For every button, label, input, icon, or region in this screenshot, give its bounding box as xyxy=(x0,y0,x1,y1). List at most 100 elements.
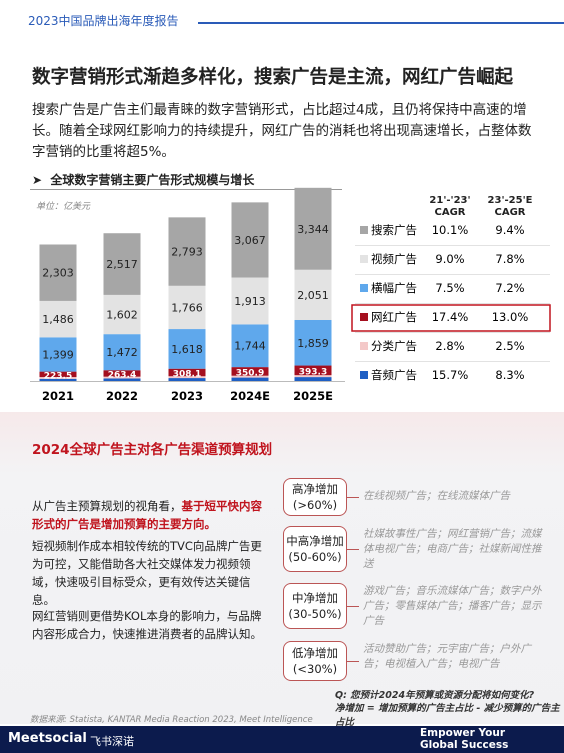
cagr-value: 10.1% xyxy=(432,223,469,237)
value-label: 2,303 xyxy=(42,267,74,280)
bar-segment xyxy=(231,377,269,381)
bar-segment xyxy=(168,217,206,286)
value-label: 1,486 xyxy=(42,313,74,326)
chart: 2021 223.5 1,399 1,486 2,303 2022 263.4 1,472 1,… xyxy=(30,187,551,403)
cagr-value: 8.3% xyxy=(495,368,524,382)
bar-segment xyxy=(168,378,206,381)
bar-segment xyxy=(294,365,332,376)
value-label: 223.5 xyxy=(44,371,72,381)
cagr-value: 15.7% xyxy=(432,368,469,382)
bar-segment xyxy=(39,244,77,301)
bar-segment xyxy=(294,319,332,366)
level-channels: 社媒故事性广告；网红营销广告；流媒体电视广告；电商广告；社媒新闻性推送 xyxy=(363,528,542,570)
paragraph: 从广告主预算规划的视角看，基于短平快内容形式的广告是增加预算的主要方向。 xyxy=(32,497,272,533)
cagr-value: 7.8% xyxy=(495,252,524,266)
level-channels: 游戏广告；音乐流媒体广告；数字户外广告；零售媒体广告；播客广告；显示广告 xyxy=(363,585,542,627)
cagr-value: 2.5% xyxy=(495,339,524,353)
value-label: 1,913 xyxy=(234,295,266,308)
cagr-header: 21'-'23' CAGR xyxy=(429,195,471,218)
value-label: 308.1 xyxy=(173,369,201,379)
bar-segment xyxy=(168,368,206,377)
value-label: 1,618 xyxy=(171,343,203,356)
connector xyxy=(347,661,359,662)
slogan-line: Global Success xyxy=(420,739,509,751)
value-label: 1,472 xyxy=(106,346,138,359)
connector xyxy=(347,497,359,498)
cagr-header-box: 21'-'23' CAGR xyxy=(429,195,471,218)
chart-title: 全球数字营销主要广告形式规模与增长 xyxy=(50,173,255,187)
bar-segment xyxy=(103,233,141,295)
cagr-value: 7.2% xyxy=(495,281,524,295)
value-label: 1,859 xyxy=(297,337,329,350)
bar-segment xyxy=(294,377,332,381)
bar-segment xyxy=(231,202,269,278)
connector xyxy=(347,549,359,550)
value-label: 1,766 xyxy=(171,301,203,314)
cagr-value: 2.8% xyxy=(435,339,464,353)
bar-segment xyxy=(103,334,141,371)
level-label: 中高净增加 xyxy=(286,534,344,548)
legend-label: 音频广告 xyxy=(371,368,417,382)
x-tick-label: 2024E xyxy=(230,389,270,403)
value-label: 2,793 xyxy=(171,246,203,259)
emphasis: 基于短平快内容形式的广告是增加预算的主要方向。 xyxy=(32,499,262,531)
level-channels: 活动赞助广告；元宇宙广告；户外广告；电视植入广告；电视广告 xyxy=(363,643,531,670)
cagr-header: 23'-25'E CAGR xyxy=(487,195,533,218)
bar-segment xyxy=(39,377,77,379)
bar-segment xyxy=(103,294,141,335)
x-tick-label: 2021 xyxy=(42,389,74,403)
legend-label: 横幅广告 xyxy=(371,281,417,295)
value-label: 393.3 xyxy=(299,367,327,377)
value-label: 350.9 xyxy=(236,368,264,378)
slogan: Empower Your Global Success xyxy=(420,727,508,751)
level-label: 中净增加 xyxy=(292,591,338,605)
legend-swatch xyxy=(360,284,368,292)
legend-label: 网红广告 xyxy=(371,310,417,324)
question: Q: 您预计2024年预算或资源分配将如何变化? xyxy=(335,690,535,701)
legend-swatch xyxy=(360,226,368,234)
value-label: 1,399 xyxy=(42,348,74,361)
bar-segment xyxy=(168,285,206,330)
footer xyxy=(0,726,564,753)
bar-segment xyxy=(231,324,269,368)
legend-swatch xyxy=(360,371,368,379)
connector xyxy=(347,606,359,607)
bar-segment xyxy=(39,337,77,372)
definition: 净增加 = 增加预算的广告主占比 - 减少预算的广告主占比 xyxy=(335,703,560,728)
unit: 单位：亿美元 xyxy=(36,202,91,212)
cagr-value: 13.0% xyxy=(492,310,529,324)
paragraph: 网红营销则更借势KOL本身的影响力，与品牌内容形成合力，快速推进消费者的品牌认知… xyxy=(32,609,262,641)
bar-segment xyxy=(39,371,77,378)
bar-segment xyxy=(103,376,141,379)
cagr-value: 9.4% xyxy=(495,223,524,237)
legend-label: 分类广告 xyxy=(371,339,417,353)
level-channels: 在线视频广告；在线流媒体广告 xyxy=(363,490,510,502)
value-label: 2,517 xyxy=(106,258,138,271)
highlight-box xyxy=(351,304,551,332)
legend-swatch xyxy=(360,313,368,321)
brand: Meetsocial xyxy=(8,731,87,746)
intro: 搜索广告是广告主们最青睐的数字营销形式，占比超过4成，且仍将保持中高速的增长。随… xyxy=(32,102,532,160)
cagr-value: 9.0% xyxy=(435,252,464,266)
value-label: 1,744 xyxy=(234,340,266,353)
x-tick-label: 2022 xyxy=(106,389,138,403)
x-tick-label: 2023 xyxy=(171,389,203,403)
level-box: 高净增加 (>60%) xyxy=(283,478,347,516)
level-range: (50-60%) xyxy=(288,550,342,564)
bar-segment xyxy=(294,187,332,270)
cagr-value: 17.4% xyxy=(432,310,469,324)
bar-segment xyxy=(294,375,332,378)
chart-title-wrap: ➤ 全球数字营销主要广告形式规模与增长 xyxy=(32,173,255,187)
cagr-header-box: 23'-25'E CAGR xyxy=(487,195,533,218)
value-label: 1,602 xyxy=(106,309,138,322)
source: 数据来源: Statista, KANTAR Media Reaction 20… xyxy=(30,715,313,725)
page-title: 数字营销形式渐趋多样化，搜索广告是主流，网红广告崛起 xyxy=(32,67,514,88)
lower-bg xyxy=(0,412,564,724)
bar-segment xyxy=(103,370,141,377)
value-label: 263.4 xyxy=(108,370,136,380)
legend-label: 搜索广告 xyxy=(371,223,417,237)
legend-label: 视频广告 xyxy=(371,252,417,266)
legend-swatch xyxy=(360,342,368,350)
value-label: 2,051 xyxy=(297,289,329,302)
